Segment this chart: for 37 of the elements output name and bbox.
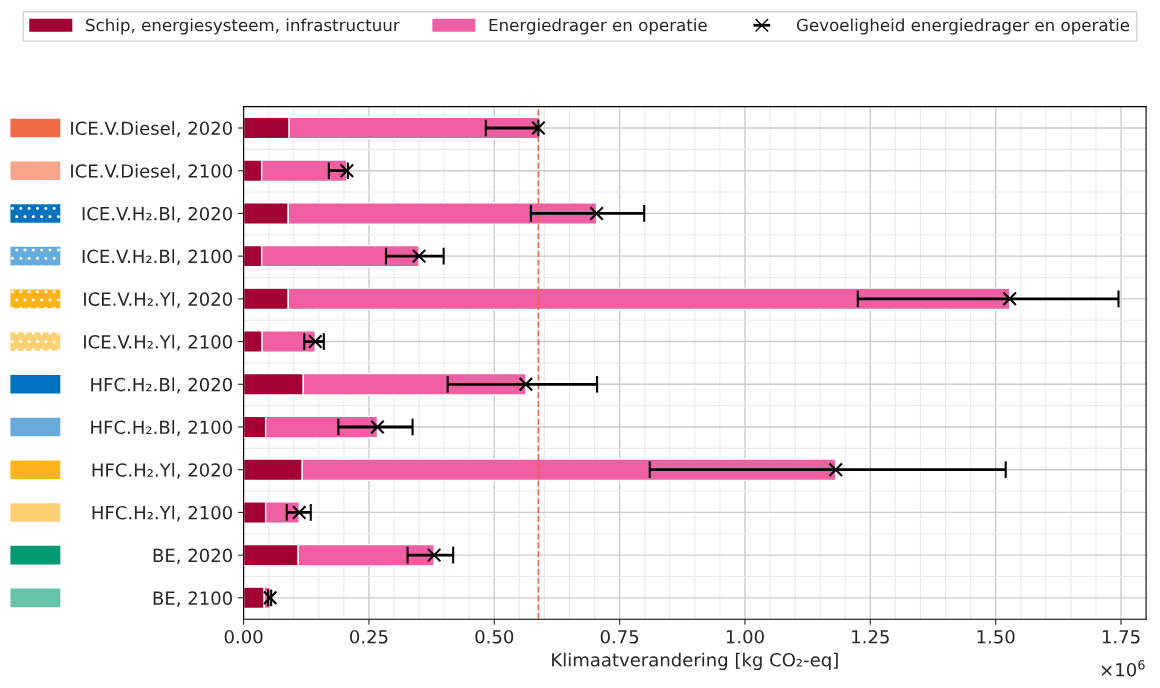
- y-tick-label: BE, 2100: [153, 591, 232, 607]
- x-tick-label: 1.00: [726, 629, 764, 644]
- point: [411, 248, 427, 264]
- x-tick-label: 1.75: [1102, 630, 1140, 644]
- y-tick-label: HFC.H₂.Bl, 2100: [91, 420, 232, 436]
- y-tick-label: BE, 2020: [153, 548, 232, 565]
- point: [308, 334, 323, 349]
- y-tick-label: HFC.H₂.Bl, 2020: [91, 377, 232, 394]
- y-tick-label: ICE.V.H₂.Bl, 2020: [82, 206, 232, 223]
- y-tick-label: HFC.H₂.Yl, 2100: [92, 505, 232, 522]
- y-tick-label: ICE.V.Diesel, 2020: [71, 121, 232, 137]
- text: ×10$^{6}$: [1101, 660, 1145, 677]
- point: [531, 120, 546, 136]
- x-tick-label: 0.75: [600, 629, 639, 644]
- y-tick-label: ICE.V.H₂.Yl, 2100: [84, 334, 232, 351]
- x-tick-label: 0.00: [224, 629, 263, 644]
- legend-label: Gevoeligheid energiedrager en operatie: [796, 18, 1130, 35]
- y-tick-label: HFC.H₂.Yl, 2020: [92, 462, 232, 479]
- point: [589, 206, 604, 221]
- point: [426, 547, 442, 563]
- x-tick-label: 1.25: [852, 629, 889, 644]
- y-tick-label: ICE.V.H₂.Yl, 2020: [84, 291, 232, 308]
- point: [262, 590, 278, 606]
- x-axis-title: Klimaatverandering [kg CO₂-eq]: [552, 652, 838, 671]
- y-tick-label: ICE.V.H₂.Bl, 2100: [82, 249, 232, 266]
- legend-label: Energiedrager en operatie: [489, 18, 707, 35]
- legend-label: Schip, energiesysteem, infrastructuur: [86, 18, 400, 35]
- point: [339, 163, 355, 178]
- point: [370, 419, 385, 435]
- y-tick-label: ICE.V.Diesel, 2100: [71, 163, 232, 180]
- point: [291, 505, 307, 520]
- point: [518, 376, 534, 392]
- x-tick-label: 0.50: [475, 629, 514, 644]
- x-tick-label: 1.50: [977, 629, 1015, 644]
- point: [828, 462, 844, 477]
- x-tick-label: 0.25: [350, 629, 388, 644]
- point: [1002, 291, 1017, 307]
